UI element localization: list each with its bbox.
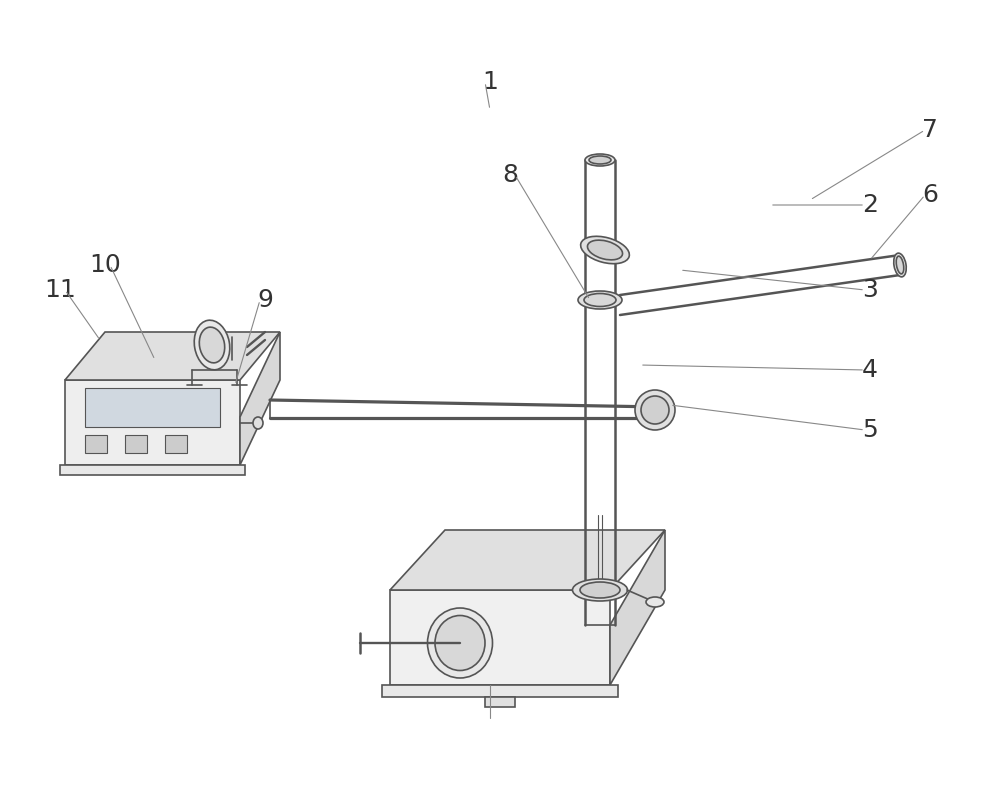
Polygon shape bbox=[390, 590, 610, 685]
Ellipse shape bbox=[584, 294, 616, 306]
Ellipse shape bbox=[580, 582, 620, 598]
Text: 6: 6 bbox=[922, 183, 938, 207]
Polygon shape bbox=[60, 465, 245, 475]
Ellipse shape bbox=[894, 253, 906, 277]
Ellipse shape bbox=[581, 236, 629, 264]
Text: 10: 10 bbox=[89, 253, 121, 277]
Ellipse shape bbox=[646, 597, 664, 607]
Text: 5: 5 bbox=[862, 418, 878, 442]
Ellipse shape bbox=[587, 240, 623, 260]
Text: 4: 4 bbox=[862, 358, 878, 382]
Ellipse shape bbox=[253, 417, 263, 429]
Text: 9: 9 bbox=[257, 288, 273, 312]
Polygon shape bbox=[65, 332, 280, 380]
Text: 8: 8 bbox=[502, 163, 518, 187]
Text: 3: 3 bbox=[862, 278, 878, 302]
Polygon shape bbox=[125, 435, 147, 453]
Text: 1: 1 bbox=[482, 70, 498, 94]
Ellipse shape bbox=[435, 615, 485, 670]
Ellipse shape bbox=[428, 608, 492, 678]
Ellipse shape bbox=[199, 327, 225, 363]
Polygon shape bbox=[240, 332, 280, 465]
Ellipse shape bbox=[589, 156, 611, 164]
Ellipse shape bbox=[572, 579, 628, 601]
Ellipse shape bbox=[635, 390, 675, 430]
Ellipse shape bbox=[585, 154, 615, 166]
Polygon shape bbox=[165, 435, 187, 453]
Polygon shape bbox=[485, 697, 515, 707]
Polygon shape bbox=[610, 530, 665, 685]
Polygon shape bbox=[382, 685, 618, 697]
Ellipse shape bbox=[578, 291, 622, 309]
Ellipse shape bbox=[641, 396, 669, 424]
Ellipse shape bbox=[896, 256, 904, 274]
Text: 11: 11 bbox=[44, 278, 76, 302]
Text: 2: 2 bbox=[862, 193, 878, 217]
Text: 7: 7 bbox=[922, 118, 938, 142]
Polygon shape bbox=[65, 380, 240, 465]
Ellipse shape bbox=[194, 320, 230, 370]
Polygon shape bbox=[85, 388, 220, 427]
Polygon shape bbox=[390, 530, 665, 590]
Polygon shape bbox=[85, 435, 107, 453]
